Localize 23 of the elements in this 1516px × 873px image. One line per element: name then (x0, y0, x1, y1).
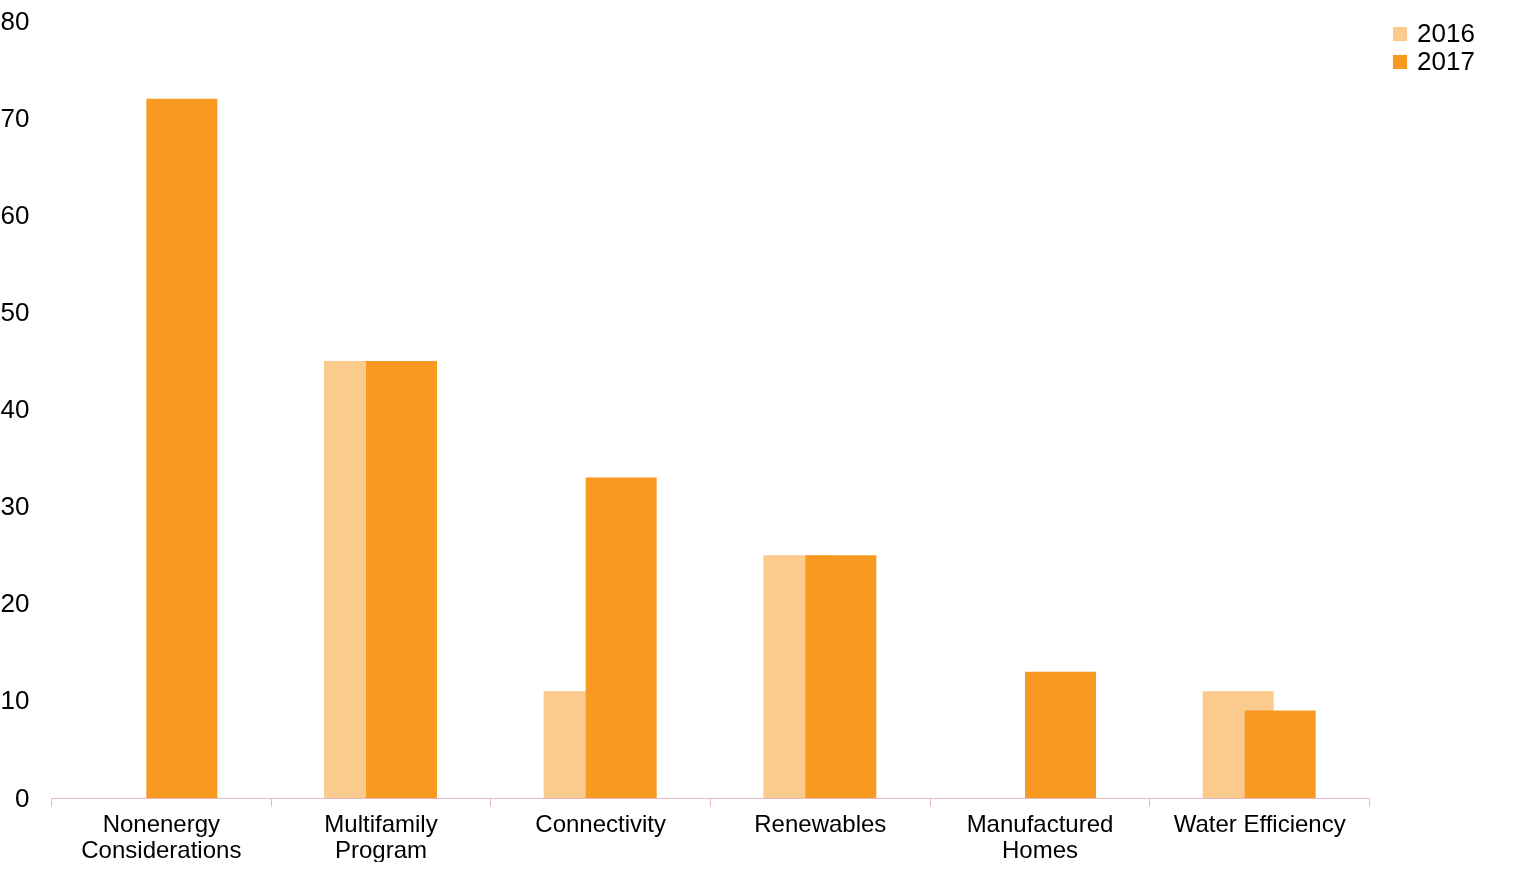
legend-label: 2016 (1417, 18, 1475, 48)
y-tick-label: 30 (0, 491, 30, 522)
x-tick-label: Renewables (754, 809, 887, 837)
y-tick-label: 60 (0, 199, 30, 230)
y-tick-label: 70 (0, 102, 30, 133)
x-tick-label: Nonenergy Considerations (81, 809, 242, 863)
y-tick-label: 20 (0, 588, 30, 619)
bar (1025, 671, 1096, 798)
bar (805, 555, 877, 798)
bar (366, 360, 437, 798)
y-tick-label: 80 (0, 5, 30, 36)
y-tick-label: 10 (0, 685, 30, 716)
y-tick-label: 40 (0, 394, 30, 424)
x-tick-label: Manufactured Homes (966, 809, 1114, 863)
x-tick-label: Multifamily Program (324, 809, 438, 863)
bar (146, 98, 218, 798)
y-tick-label: 0 (15, 782, 30, 813)
bar (1244, 710, 1316, 798)
bar (585, 477, 657, 798)
x-tick-label: Water Efficiency (1173, 809, 1346, 837)
legend-label: 2017 (1417, 46, 1475, 76)
y-tick-label: 50 (0, 296, 30, 327)
x-tick-label: Connectivity (535, 809, 667, 837)
